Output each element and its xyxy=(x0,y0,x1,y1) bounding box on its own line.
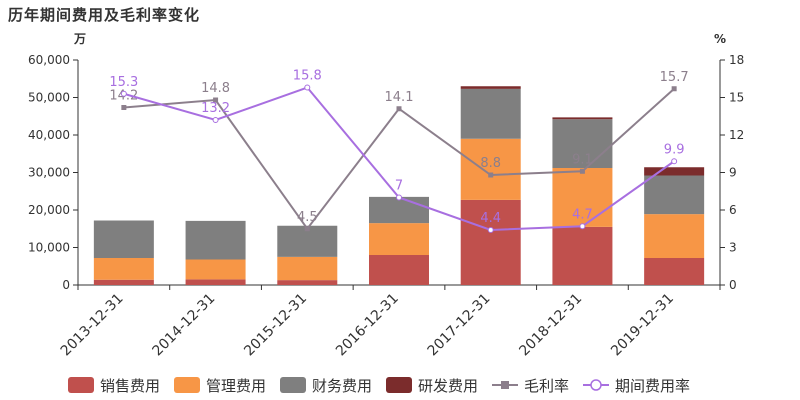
data-label-毛利率: 15.7 xyxy=(660,70,689,85)
point-毛利率 xyxy=(488,172,494,178)
point-毛利率 xyxy=(671,86,677,92)
data-label-毛利率: 8.8 xyxy=(480,156,501,171)
y-left-tick-label: 60,000 xyxy=(28,53,70,67)
y-right-tick-label: 12 xyxy=(729,128,744,142)
bar-研发费用 xyxy=(644,167,705,176)
y-right-tick-label: 3 xyxy=(729,241,737,255)
bar-管理费用 xyxy=(644,214,705,258)
y-left-tick-label: 20,000 xyxy=(28,203,70,217)
data-label-毛利率: 9.1 xyxy=(572,152,593,167)
y-left-tick-label: 30,000 xyxy=(28,166,70,180)
point-期间费用率 xyxy=(487,227,494,233)
x-tick-label: 2019-12-31 xyxy=(608,291,677,360)
bar-财务费用 xyxy=(185,220,246,260)
bar-销售费用 xyxy=(185,279,246,285)
legend-swatch-财务费用 xyxy=(280,377,306,393)
data-label-期间费用率: 15.8 xyxy=(293,69,322,84)
data-label-毛利率: 14.1 xyxy=(385,90,414,105)
legend-swatch-管理费用 xyxy=(174,377,200,393)
data-label-期间费用率: 4.7 xyxy=(572,207,593,222)
legend-label-期间费用率: 期间费用率 xyxy=(615,377,690,395)
point-期间费用率 xyxy=(304,84,311,91)
bar-管理费用 xyxy=(185,259,246,280)
bar-管理费用 xyxy=(277,256,338,281)
point-毛利率 xyxy=(213,97,219,103)
legend-swatch-销售费用 xyxy=(68,377,94,393)
legend-swatch-研发费用 xyxy=(386,377,412,393)
y-left-tick-label: 40,000 xyxy=(28,128,70,142)
bar-销售费用 xyxy=(93,279,154,285)
bar-财务费用 xyxy=(644,175,705,215)
x-tick-label: 2016-12-31 xyxy=(333,291,402,360)
point-期间费用率 xyxy=(396,194,402,201)
point-期间费用率 xyxy=(671,158,678,165)
x-tick-label: 2018-12-31 xyxy=(516,291,585,360)
legend-label-财务费用: 财务费用 xyxy=(312,377,372,395)
y-left-tick-label: 0 xyxy=(62,278,70,292)
x-tick-label: 2015-12-31 xyxy=(241,291,310,360)
bar-财务费用 xyxy=(369,196,429,224)
y-left-unit: 万 xyxy=(73,32,86,46)
y-right-tick-label: 15 xyxy=(729,91,744,105)
data-label-期间费用率: 13.2 xyxy=(201,101,230,116)
data-label-期间费用率: 7 xyxy=(395,179,403,194)
point-期间费用率 xyxy=(212,117,219,123)
bar-销售费用 xyxy=(277,280,338,285)
bar-管理费用 xyxy=(369,223,429,255)
legend-label-管理费用: 管理费用 xyxy=(206,377,266,395)
bar-销售费用 xyxy=(460,199,521,285)
data-label-期间费用率: 15.3 xyxy=(109,75,138,90)
point-毛利率 xyxy=(579,168,585,174)
y-right-tick-label: 6 xyxy=(729,203,737,217)
bar-销售费用 xyxy=(644,258,705,285)
legend-label-销售费用: 销售费用 xyxy=(100,377,160,395)
y-right-tick-label: 9 xyxy=(729,166,737,180)
point-期间费用率 xyxy=(120,90,127,97)
y-right-tick-label: 0 xyxy=(729,278,737,292)
legend-marker-期间费用率 xyxy=(590,379,602,391)
bar-研发费用 xyxy=(460,86,521,89)
legend-label-毛利率: 毛利率 xyxy=(524,377,569,395)
chart-title: 历年期间费用及毛利率变化 xyxy=(8,6,201,24)
legend-label-研发费用: 研发费用 xyxy=(418,377,478,395)
y-right-unit: % xyxy=(714,32,726,46)
bar-管理费用 xyxy=(93,258,154,280)
bar-销售费用 xyxy=(552,226,613,285)
bar-财务费用 xyxy=(460,88,521,139)
point-毛利率 xyxy=(304,226,310,232)
bar-财务费用 xyxy=(552,119,613,168)
bar-管理费用 xyxy=(460,138,521,200)
legend-marker-毛利率 xyxy=(501,381,509,389)
point-毛利率 xyxy=(121,105,127,110)
bar-销售费用 xyxy=(369,255,429,285)
point-毛利率 xyxy=(396,106,402,112)
y-right-tick-label: 18 xyxy=(729,53,744,67)
data-label-毛利率: 4.5 xyxy=(297,210,318,225)
data-label-期间费用率: 9.9 xyxy=(664,142,685,157)
x-tick-label: 2013-12-31 xyxy=(58,291,127,360)
x-tick-label: 2014-12-31 xyxy=(150,291,219,360)
bar-管理费用 xyxy=(552,168,613,227)
data-label-期间费用率: 4.4 xyxy=(480,211,501,226)
bar-财务费用 xyxy=(93,220,154,258)
y-left-tick-label: 10,000 xyxy=(28,241,70,255)
data-label-毛利率: 14.8 xyxy=(201,81,230,96)
x-tick-label: 2017-12-31 xyxy=(425,291,494,360)
bar-研发费用 xyxy=(552,117,613,120)
y-left-tick-label: 50,000 xyxy=(28,91,70,105)
point-期间费用率 xyxy=(579,223,586,230)
